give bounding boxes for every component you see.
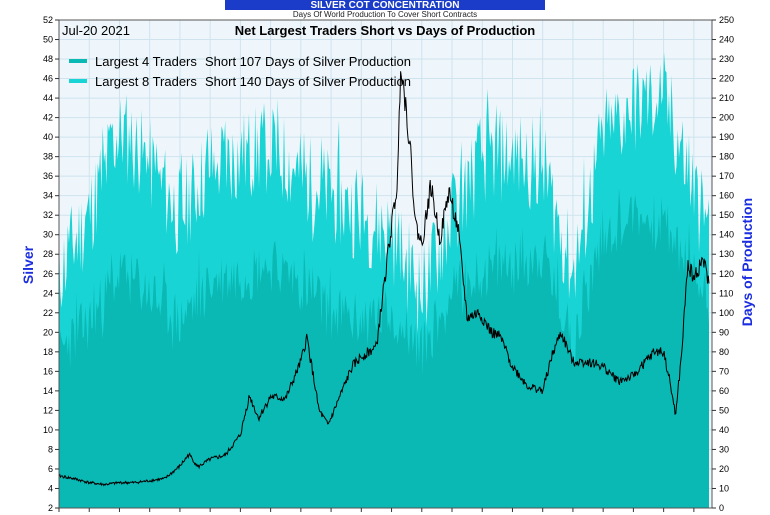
legend-label-largest-4: Short 107 Days of Silver Production — [205, 54, 411, 69]
legend-swatch-largest-8 — [69, 79, 87, 83]
right-tick-label: 110 — [719, 288, 733, 298]
left-tick-label: 10 — [43, 425, 53, 435]
right-tick-label: 20 — [719, 464, 729, 474]
left-tick-label: 6 — [48, 464, 53, 474]
legend-name-largest-8: Largest 8 Traders — [95, 74, 197, 89]
left-tick-label: 12 — [43, 405, 53, 415]
left-tick-label: 22 — [43, 308, 53, 318]
left-tick-label: 20 — [43, 327, 53, 337]
right-axis: 0 10 20 30 40 50 60 70 80 90 100 110 120 130 140 150 160… — [712, 15, 734, 513]
plot-border — [58, 19, 713, 509]
right-tick-label: 90 — [719, 327, 729, 337]
left-tick-label: 44 — [43, 93, 53, 103]
left-tick-label: 34 — [43, 191, 53, 201]
right-tick-label: 60 — [719, 386, 729, 396]
left-tick-label: 48 — [43, 54, 53, 64]
left-tick-label: 16 — [43, 366, 53, 376]
right-tick-label: 40 — [719, 425, 729, 435]
left-tick-label: 24 — [43, 288, 53, 298]
price-series — [58, 71, 710, 487]
right-tick-label: 10 — [719, 483, 729, 493]
right-tick-label: 70 — [719, 366, 729, 376]
right-tick-label: 190 — [719, 132, 734, 142]
right-tick-label: 220 — [719, 74, 734, 84]
price-line — [58, 71, 710, 487]
left-tick-label: 36 — [43, 171, 53, 181]
left-tick-label: 26 — [43, 269, 53, 279]
legend-swatch-largest-4 — [69, 59, 87, 63]
right-tick-label: 170 — [719, 171, 734, 181]
left-tick-label: 8 — [48, 444, 53, 454]
area-largest-4 — [59, 188, 709, 508]
legend-label-largest-8: Short 140 Days of Silver Production — [205, 74, 411, 89]
left-tick-label: 46 — [43, 74, 53, 84]
right-tick-label: 50 — [719, 405, 729, 415]
right-tick-label: 0 — [719, 503, 724, 513]
right-tick-label: 250 — [719, 15, 734, 25]
right-tick-label: 240 — [719, 35, 734, 45]
chart-subtitle: Days Of World Production To Cover Short … — [293, 10, 477, 19]
right-tick-label: 140 — [719, 230, 734, 240]
left-tick-label: 40 — [43, 132, 53, 142]
left-tick-label: 2 — [48, 503, 53, 513]
date-label: Jul-20 2021 — [62, 23, 130, 38]
right-tick-label: 150 — [719, 210, 734, 220]
right-tick-label: 120 — [719, 269, 734, 279]
legend: Largest 4 Traders Short 107 Days of Silv… — [69, 54, 411, 89]
left-tick-label: 52 — [43, 15, 53, 25]
legend-name-largest-4: Largest 4 Traders — [95, 54, 197, 69]
chart-title: Net Largest Traders Short vs Days of Pro… — [235, 23, 536, 38]
left-axis-label: Silver — [20, 245, 36, 284]
left-tick-label: 30 — [43, 230, 53, 240]
left-tick-label: 14 — [43, 386, 53, 396]
right-tick-label: 80 — [719, 347, 729, 357]
right-tick-label: 100 — [719, 308, 734, 318]
left-tick-label: 18 — [43, 347, 53, 357]
right-tick-label: 30 — [719, 444, 729, 454]
left-axis: 2468101214161820222426283032343638404244… — [43, 15, 59, 513]
right-tick-label: 200 — [719, 113, 734, 123]
left-tick-label: 4 — [48, 483, 53, 493]
right-tick-label: 210 — [719, 93, 734, 103]
left-tick-label: 32 — [43, 210, 53, 220]
left-tick-label: 50 — [43, 35, 53, 45]
left-tick-label: 38 — [43, 152, 53, 162]
left-tick-label: 28 — [43, 249, 53, 259]
banner-bar — [225, 0, 545, 10]
right-tick-label: 230 — [719, 54, 734, 64]
left-tick-label: 42 — [43, 113, 53, 123]
banner-title: SILVER COT CONCENTRATION — [310, 0, 459, 11]
right-tick-label: 180 — [719, 152, 734, 162]
right-tick-label: 160 — [719, 191, 734, 201]
right-tick-label: 130 — [719, 249, 734, 259]
right-axis-label: Days of Production — [739, 198, 755, 326]
